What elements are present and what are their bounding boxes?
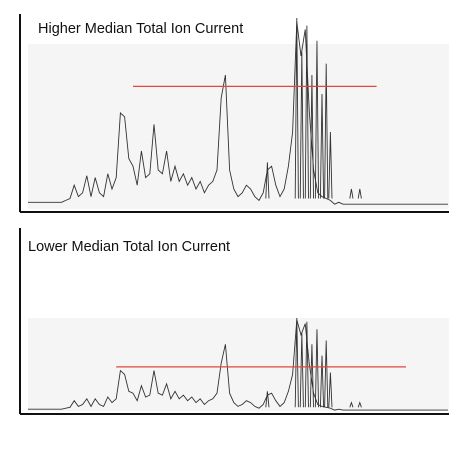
- trace-spike: [265, 162, 270, 199]
- chart-title: Higher Median Total Ion Current: [38, 21, 243, 37]
- trace-spike: [357, 401, 362, 408]
- plot-area: [28, 44, 449, 209]
- trace-spike: [314, 40, 320, 199]
- trace-spike: [349, 401, 354, 408]
- chart-lower-median: Lower Median Total Ion Current: [0, 228, 457, 456]
- trace-spike: [294, 317, 299, 408]
- trace-spike: [328, 131, 333, 199]
- trace-spike: [309, 344, 314, 408]
- trace-spike: [299, 333, 304, 408]
- plot-area: [28, 318, 449, 411]
- trace-spike: [309, 74, 314, 199]
- trace-spike: [349, 188, 354, 199]
- chart-higher-median: Higher Median Total Ion Current: [19, 14, 449, 213]
- tic-trace: [28, 319, 448, 411]
- trace-spike: [324, 340, 329, 408]
- trace-spike: [314, 329, 320, 408]
- trace-spike: [304, 321, 309, 408]
- trace-spike: [357, 188, 362, 199]
- trace-spike: [299, 52, 304, 199]
- trace-spike: [319, 355, 325, 408]
- chart-title: Lower Median Total Ion Current: [28, 239, 230, 255]
- series-traces: [28, 317, 448, 411]
- chart-lower-median-svg: Lower Median Total Ion Current: [19, 228, 449, 415]
- trace-spike: [294, 17, 299, 199]
- series-traces: [28, 17, 448, 205]
- trace-spike: [328, 372, 333, 408]
- trace-spike: [324, 63, 329, 199]
- trace-spike: [304, 25, 309, 199]
- trace-spike: [319, 93, 325, 199]
- trace-spike: [265, 391, 270, 408]
- tic-trace: [28, 21, 448, 205]
- chart-higher-median-svg: Higher Median Total Ion Current: [19, 14, 449, 213]
